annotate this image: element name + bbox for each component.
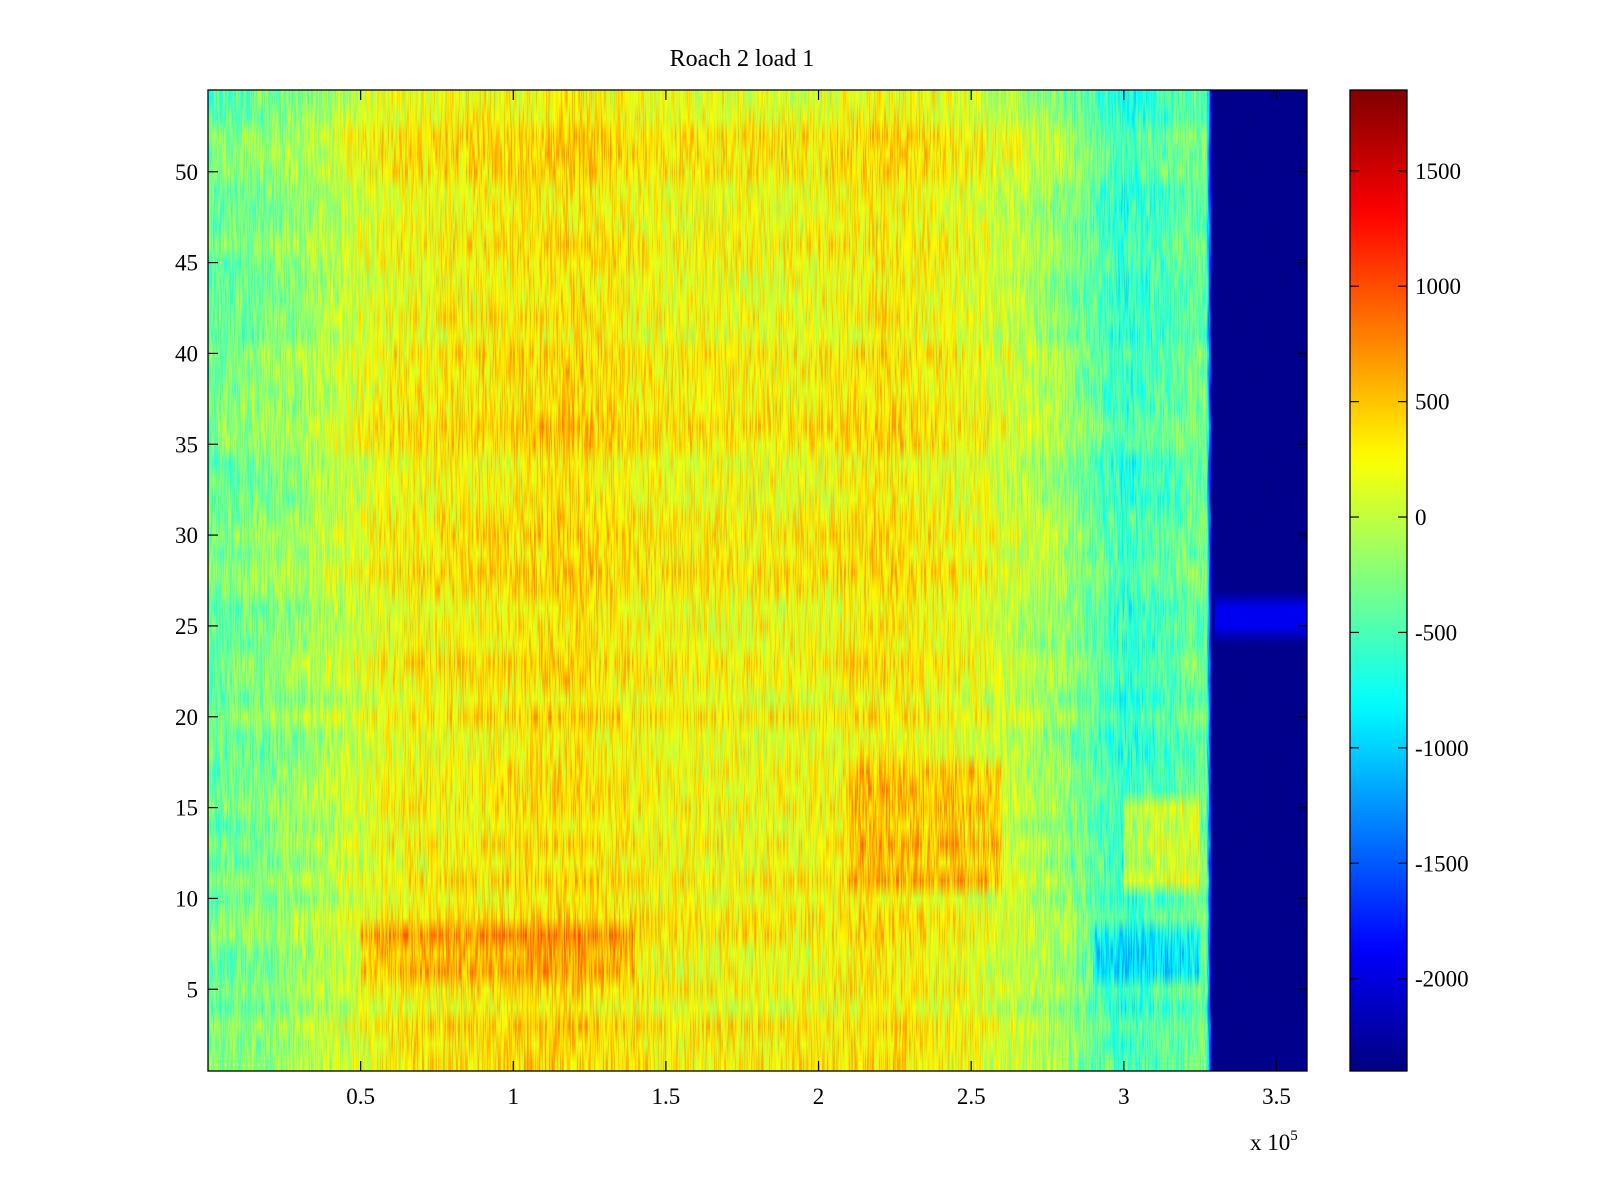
colorbar-tick-label: 1500 [1415, 159, 1461, 184]
colorbar-image [1350, 90, 1407, 1071]
colorbar-tick-label: -500 [1415, 620, 1457, 645]
y-tick-label: 5 [187, 977, 199, 1002]
y-tick-label: 50 [175, 160, 198, 185]
colorbar-ticks: 1500 1000 500 0 -500 -1000 -1500 -2000 [1350, 159, 1469, 992]
y-tick-label: 35 [175, 432, 198, 457]
colorbar-tick-label: -1500 [1415, 851, 1469, 876]
colorbar-frame [1349, 89, 1408, 1072]
x-tick-label: 3 [1118, 1084, 1130, 1109]
y-axis: 5 10 15 20 25 30 35 40 45 50 [175, 160, 1307, 1002]
colorbar: 1500 1000 500 0 -500 -1000 -1500 -2000 [1349, 89, 1469, 1072]
y-tick-label: 30 [175, 523, 198, 548]
y-tick-label: 25 [175, 614, 198, 639]
x-axis: 0.5 1 1.5 2 2.5 3 3.5 [346, 90, 1291, 1109]
colorbar-tick-label: 500 [1415, 390, 1450, 415]
heatmap-image [208, 90, 1307, 1071]
colorbar-tick-label: 1000 [1415, 274, 1461, 299]
x-tick-label: 2 [813, 1084, 825, 1109]
x-exponent-power: 5 [1290, 1128, 1298, 1144]
chart-title: Roach 2 load 1 [670, 46, 815, 72]
colorbar-tick-label: 0 [1415, 505, 1427, 530]
colorbar-tick-label: -1000 [1415, 736, 1469, 761]
x-tick-label: 3.5 [1262, 1084, 1291, 1109]
x-tick-label: 2.5 [957, 1084, 986, 1109]
x-tick-label: 1.5 [652, 1084, 681, 1109]
x-exponent-label: x 105 [1250, 1128, 1298, 1155]
x-tick-label: 0.5 [346, 1084, 375, 1109]
y-tick-label: 20 [175, 705, 198, 730]
y-tick-label: 45 [175, 251, 198, 276]
x-tick-label: 1 [508, 1084, 520, 1109]
heatmap [208, 90, 1307, 1071]
y-tick-label: 10 [175, 886, 198, 911]
y-tick-label: 15 [175, 796, 198, 821]
y-tick-label: 40 [175, 341, 198, 366]
plot-frame [207, 89, 1308, 1072]
colorbar-tick-label: -2000 [1415, 967, 1469, 992]
x-exponent-base: x 10 [1250, 1130, 1290, 1155]
